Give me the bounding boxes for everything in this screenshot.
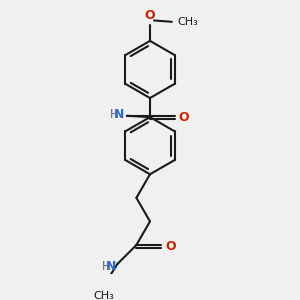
Text: CH₃: CH₃ <box>93 291 114 300</box>
Text: O: O <box>145 9 155 22</box>
Text: N: N <box>114 108 124 121</box>
Text: N: N <box>106 260 116 273</box>
Text: O: O <box>165 240 175 253</box>
Text: CH₃: CH₃ <box>177 17 198 27</box>
Text: H: H <box>102 260 110 273</box>
Text: H: H <box>110 108 119 121</box>
Text: O: O <box>178 111 189 124</box>
